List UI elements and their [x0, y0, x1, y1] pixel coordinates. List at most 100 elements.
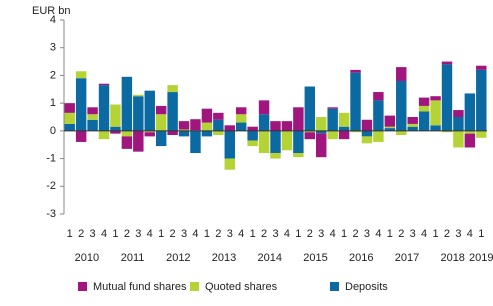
bar-segment	[224, 125, 235, 131]
x-tick-label: 2	[215, 228, 221, 240]
bar-segment	[373, 92, 384, 101]
bar-segment	[110, 126, 121, 131]
bar-segment	[167, 85, 178, 93]
bar-segment	[167, 92, 178, 131]
bar-segment	[64, 112, 75, 124]
bar-segment	[293, 153, 304, 158]
bar-segment	[316, 130, 327, 134]
bar-segment	[224, 158, 235, 170]
bar-segment	[247, 140, 258, 147]
bar-segment	[430, 125, 441, 131]
bar-segment	[441, 130, 453, 133]
bar-segment	[441, 61, 453, 65]
x-tick-label: 1	[341, 228, 347, 240]
bar-segment	[64, 123, 75, 131]
bar-segment	[98, 130, 110, 140]
bar-segment	[133, 94, 144, 97]
x-tick-label: 4	[101, 228, 107, 240]
x-tick-label: 1	[250, 228, 256, 240]
x-tick-label: 3	[135, 228, 141, 240]
bar-segment	[87, 107, 98, 115]
bar-segment	[396, 67, 407, 81]
bar-segment	[373, 130, 384, 142]
bar-segment	[270, 153, 281, 159]
bar-segment	[190, 119, 201, 131]
x-tick-label: 4	[330, 228, 336, 240]
x-tick-label: 3	[318, 228, 324, 240]
bar-segment	[441, 64, 453, 131]
y-axis-label: EUR bn	[32, 5, 71, 17]
bar-segment	[98, 85, 110, 131]
x-tick-label: 4	[147, 228, 153, 240]
bar-segment	[361, 136, 373, 144]
y-tick-label: 1	[50, 97, 56, 109]
bar-segment	[155, 105, 167, 115]
bar-segment	[235, 107, 247, 115]
bar-segment	[235, 122, 247, 131]
y-tick-label: -1	[46, 152, 56, 164]
bar-segment	[476, 130, 487, 138]
bar-segment	[464, 93, 476, 131]
x-tick-label: 1	[432, 228, 438, 240]
bar-segment	[304, 86, 316, 131]
bar-segment	[87, 114, 98, 120]
x-tick-label: 3	[90, 228, 96, 240]
bar-segment	[464, 133, 476, 148]
bar-segment	[430, 100, 441, 126]
bar-segment	[464, 130, 476, 134]
bar-segment	[144, 90, 155, 131]
bar-segment	[316, 117, 327, 131]
bar-segment	[327, 107, 338, 109]
bar-segment	[293, 130, 304, 154]
x-tick-label: 1	[204, 228, 210, 240]
bar-segment	[201, 122, 213, 131]
x-tick-label: 1	[295, 228, 301, 240]
year-label: 2011	[121, 252, 145, 264]
x-tick-label: 3	[455, 228, 461, 240]
bar-segment	[201, 108, 213, 123]
x-tick-label: 2	[398, 228, 404, 240]
bar-segment	[270, 121, 281, 131]
legend-label: Mutual fund shares	[93, 281, 187, 293]
year-label: 2010	[75, 252, 99, 264]
x-tick-label: 2	[78, 228, 84, 240]
bar-segment	[316, 133, 327, 158]
x-tick-label: 3	[227, 228, 233, 240]
year-label: 2015	[303, 252, 327, 264]
bar-segment	[178, 129, 190, 131]
bar-segment	[178, 121, 190, 130]
bar-segment	[98, 83, 110, 86]
x-tick-label: 3	[364, 228, 370, 240]
bar-segment	[418, 105, 430, 112]
bar-segment	[224, 130, 235, 159]
bar-segment	[338, 112, 350, 127]
x-tick-label: 4	[375, 228, 381, 240]
bar-segment	[190, 130, 201, 154]
bar-segment	[361, 119, 373, 131]
year-label: 2019	[469, 252, 493, 264]
bar-segment	[373, 100, 384, 131]
bar-segment	[87, 119, 98, 131]
x-tick-label: 4	[192, 228, 198, 240]
x-tick-label: 2	[352, 228, 358, 240]
bar-segment	[235, 114, 247, 123]
y-tick-label: 4	[50, 14, 56, 26]
bar-segment	[110, 130, 121, 134]
bar-segment	[453, 117, 464, 131]
x-tick-label: 4	[421, 228, 427, 240]
x-tick-label: 1	[112, 228, 118, 240]
bar-segment	[476, 69, 487, 131]
bar-segment	[396, 80, 407, 131]
bar-segment	[430, 96, 441, 101]
bar-segment	[121, 136, 133, 149]
bar-segment	[476, 65, 487, 70]
year-label: 2017	[395, 252, 419, 264]
year-label: 2018	[440, 252, 464, 264]
bar-segment	[304, 132, 316, 140]
y-tick-label: -3	[46, 208, 56, 220]
bar-segment	[155, 130, 167, 147]
bar-segment	[133, 96, 144, 131]
y-tick-label: 2	[50, 69, 56, 81]
bar-segment	[75, 78, 87, 131]
